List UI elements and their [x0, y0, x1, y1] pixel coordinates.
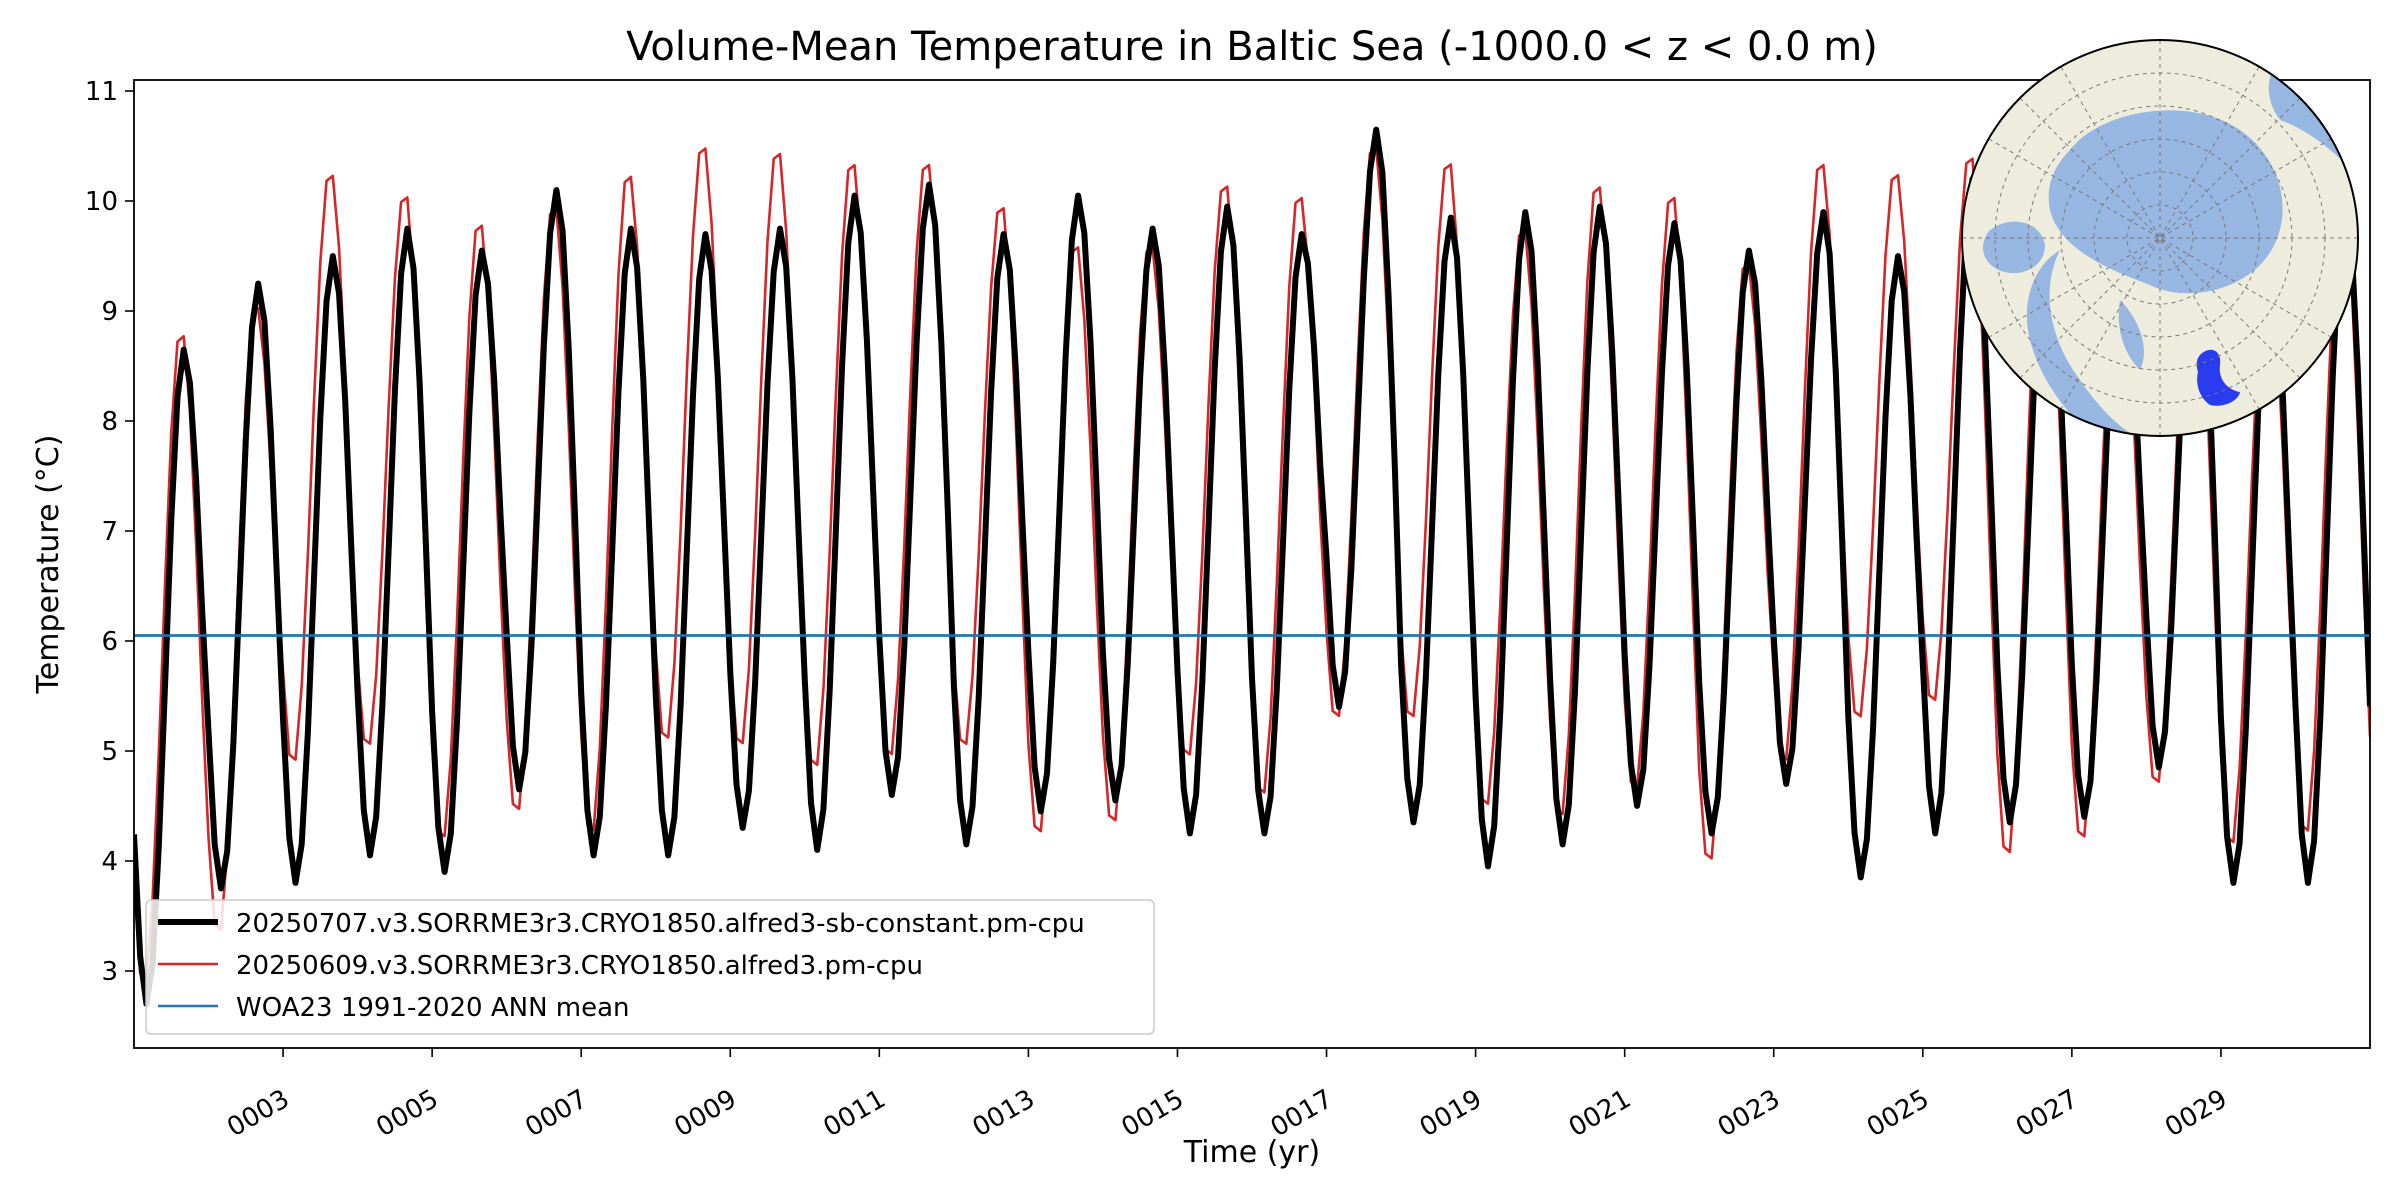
greenland-sea	[2118, 300, 2144, 370]
x-tick-label: 0029	[2160, 1084, 2232, 1143]
y-tick-label: 5	[101, 737, 118, 767]
map-border	[1961, 39, 2359, 437]
y-tick-label: 4	[101, 847, 118, 877]
y-tick-label: 11	[85, 77, 118, 107]
legend-label-series-2: 20250609.v3.SORRME3r3.CRYO1850.alfred3.p…	[236, 951, 923, 981]
series-layer	[134, 126, 2370, 1007]
x-tick-label: 0005	[371, 1084, 443, 1143]
x-tick-label: 0023	[1713, 1084, 1785, 1143]
series-sb-constant-line	[134, 126, 2370, 1007]
y-tick-label: 8	[101, 407, 118, 437]
hudson-bay	[1983, 221, 2045, 274]
baltic-sea-highlight	[2196, 349, 2240, 406]
x-tick-label: 0003	[222, 1084, 294, 1143]
x-tick-label: 0015	[1117, 1084, 1189, 1143]
y-tick-label: 3	[101, 957, 118, 987]
x-tick-label: 0009	[669, 1084, 741, 1143]
legend-label-series-1: 20250707.v3.SORRME3r3.CRYO1850.alfred3-s…	[236, 909, 1085, 939]
plot-frame	[133, 79, 2371, 1049]
inset-polar-map	[1961, 39, 2359, 437]
legend-label-series-3: WOA23 1991-2020 ANN mean	[236, 993, 630, 1023]
atlantic-ocean	[2026, 250, 2150, 436]
x-axis: 0003 0005 0007 0009 0011 0013 0015 0017 0019 0021…	[222, 1048, 2232, 1143]
x-tick-label: 0013	[968, 1084, 1040, 1143]
y-axis: 3 4 5 6 7 8 9 10 11	[85, 77, 134, 987]
legend-box	[145, 899, 1155, 1035]
legend: 20250707.v3.SORRME3r3.CRYO1850.alfred3-s…	[145, 899, 1155, 1035]
y-tick-label: 7	[101, 517, 118, 547]
x-tick-label: 0021	[1564, 1084, 1636, 1143]
y-tick-label: 10	[85, 187, 118, 217]
x-tick-label: 0025	[1862, 1084, 1934, 1143]
y-tick-label: 6	[101, 627, 118, 657]
x-tick-label: 0007	[520, 1084, 592, 1143]
chart-title: Volume-Mean Temperature in Baltic Sea (-…	[626, 24, 1878, 70]
x-tick-label: 0027	[2011, 1084, 2083, 1143]
x-tick-label: 0019	[1415, 1084, 1487, 1143]
y-tick-label: 9	[101, 297, 118, 327]
arctic-ocean	[2048, 110, 2283, 294]
map-graticule	[1962, 40, 2358, 436]
x-tick-label: 0011	[819, 1084, 891, 1143]
y-axis-label: Temperature (°C)	[31, 435, 66, 695]
x-axis-label: Time (yr)	[1183, 1135, 1320, 1170]
